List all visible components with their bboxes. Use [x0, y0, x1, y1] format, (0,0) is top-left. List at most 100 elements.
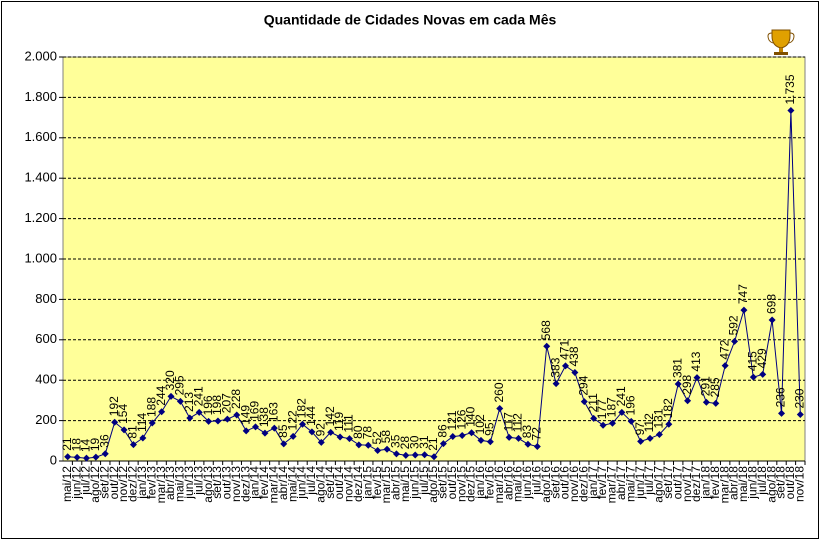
data-label: 138 — [257, 407, 271, 427]
x-tick-label: nov/18 — [792, 466, 806, 502]
data-point — [64, 453, 72, 461]
data-label: 19 — [88, 437, 102, 451]
data-label: 241 — [614, 386, 628, 406]
x-tick-label: nov/12 — [116, 466, 130, 502]
data-label: 244 — [154, 385, 168, 405]
x-tick-label: set/18 — [774, 466, 788, 499]
data-point — [674, 380, 682, 388]
data-point — [552, 380, 560, 388]
x-tick-label: out/17 — [670, 466, 684, 500]
data-label: 698 — [764, 294, 778, 314]
x-tick-label: jul/13 — [191, 466, 205, 496]
x-tick-label: mar/17 — [605, 466, 619, 504]
data-label: 213 — [182, 392, 196, 412]
data-label: 438 — [567, 346, 581, 366]
data-point — [590, 414, 598, 422]
x-tick-label: abr/13 — [163, 466, 177, 500]
data-label: 298 — [680, 374, 694, 394]
data-point — [383, 445, 391, 453]
data-label: 117 — [501, 412, 515, 431]
data-point — [655, 431, 663, 439]
data-label: 1.735 — [783, 74, 797, 104]
data-point — [580, 398, 588, 406]
data-point — [430, 453, 438, 461]
data-label: 83 — [520, 425, 534, 439]
y-tick-label: 200 — [35, 412, 57, 427]
x-tick-label: nov/13 — [229, 466, 243, 502]
data-label: 126 — [454, 409, 468, 429]
x-tick-label: jul/12 — [79, 466, 93, 496]
x-tick-label: mar/18 — [717, 466, 731, 504]
data-point — [261, 429, 269, 437]
y-tick-label: 1.800 — [24, 89, 57, 104]
data-label: 18 — [69, 438, 83, 452]
x-tick-label: jan/16 — [473, 466, 487, 500]
data-label: 196 — [201, 395, 215, 415]
trophy-icon — [767, 29, 795, 55]
data-point — [242, 427, 250, 435]
y-tick-label: 400 — [35, 372, 57, 387]
x-tick-label: abr/16 — [501, 466, 515, 500]
x-tick-label: set/15 — [436, 466, 450, 499]
data-point — [759, 370, 767, 378]
x-tick-label: dez/17 — [689, 466, 703, 502]
data-label: 236 — [774, 387, 788, 407]
data-point — [627, 417, 635, 425]
x-tick-label: set/16 — [548, 466, 562, 499]
y-tick-label: 1.000 — [24, 250, 57, 265]
data-point — [599, 421, 607, 429]
x-tick-label: jan/14 — [248, 466, 262, 500]
data-point — [317, 438, 325, 446]
x-tick-label: jun/12 — [69, 466, 83, 500]
data-point — [618, 408, 626, 416]
data-point — [120, 426, 128, 434]
x-tick-label: ago/18 — [764, 466, 778, 503]
data-label: 291 — [699, 376, 713, 396]
data-label: 112 — [511, 413, 525, 432]
data-point — [111, 418, 119, 426]
x-tick-label: mar/16 — [492, 466, 506, 504]
x-tick-label: dez/13 — [238, 466, 252, 502]
y-tick-label: 0 — [50, 452, 57, 467]
x-tick-label: out/14 — [332, 466, 346, 500]
data-label: 28 — [398, 436, 412, 450]
data-point — [637, 437, 645, 445]
data-point — [374, 446, 382, 454]
data-point — [702, 398, 710, 406]
data-point — [768, 316, 776, 324]
data-point — [186, 414, 194, 422]
data-point — [214, 417, 222, 425]
data-point — [486, 438, 494, 446]
x-tick-label: out/15 — [445, 466, 459, 500]
y-tick-label: 2.000 — [24, 48, 57, 63]
data-label: 21 — [426, 437, 440, 451]
data-label: 35 — [389, 434, 403, 448]
x-tick-label: jul/17 — [642, 466, 656, 496]
data-point — [646, 434, 654, 442]
data-point — [73, 453, 81, 461]
data-label: 260 — [492, 382, 506, 402]
x-tick-label: jul/14 — [304, 466, 318, 496]
data-label: 149 — [238, 405, 252, 425]
x-tick-label: set/12 — [97, 466, 111, 499]
data-label: 241 — [191, 386, 205, 406]
x-tick-label: abr/14 — [276, 466, 290, 500]
data-label: 381 — [670, 358, 684, 378]
x-tick-label: set/14 — [323, 466, 337, 499]
data-label: 169 — [248, 401, 262, 421]
x-tick-label: nov/17 — [680, 466, 694, 502]
data-label: 114 — [135, 413, 149, 432]
data-point — [176, 397, 184, 405]
data-label: 413 — [689, 351, 703, 371]
data-point — [608, 419, 616, 427]
x-tick-label: mai/13 — [173, 466, 187, 502]
x-tick-label: mai/14 — [285, 466, 299, 502]
data-point — [505, 433, 513, 441]
data-label: 198 — [210, 395, 224, 415]
data-label: 58 — [379, 430, 393, 444]
data-label: 97 — [633, 422, 647, 436]
data-label: 78 — [360, 426, 374, 440]
data-label: 144 — [304, 406, 318, 426]
data-label: 142 — [323, 406, 337, 426]
data-point — [233, 411, 241, 419]
